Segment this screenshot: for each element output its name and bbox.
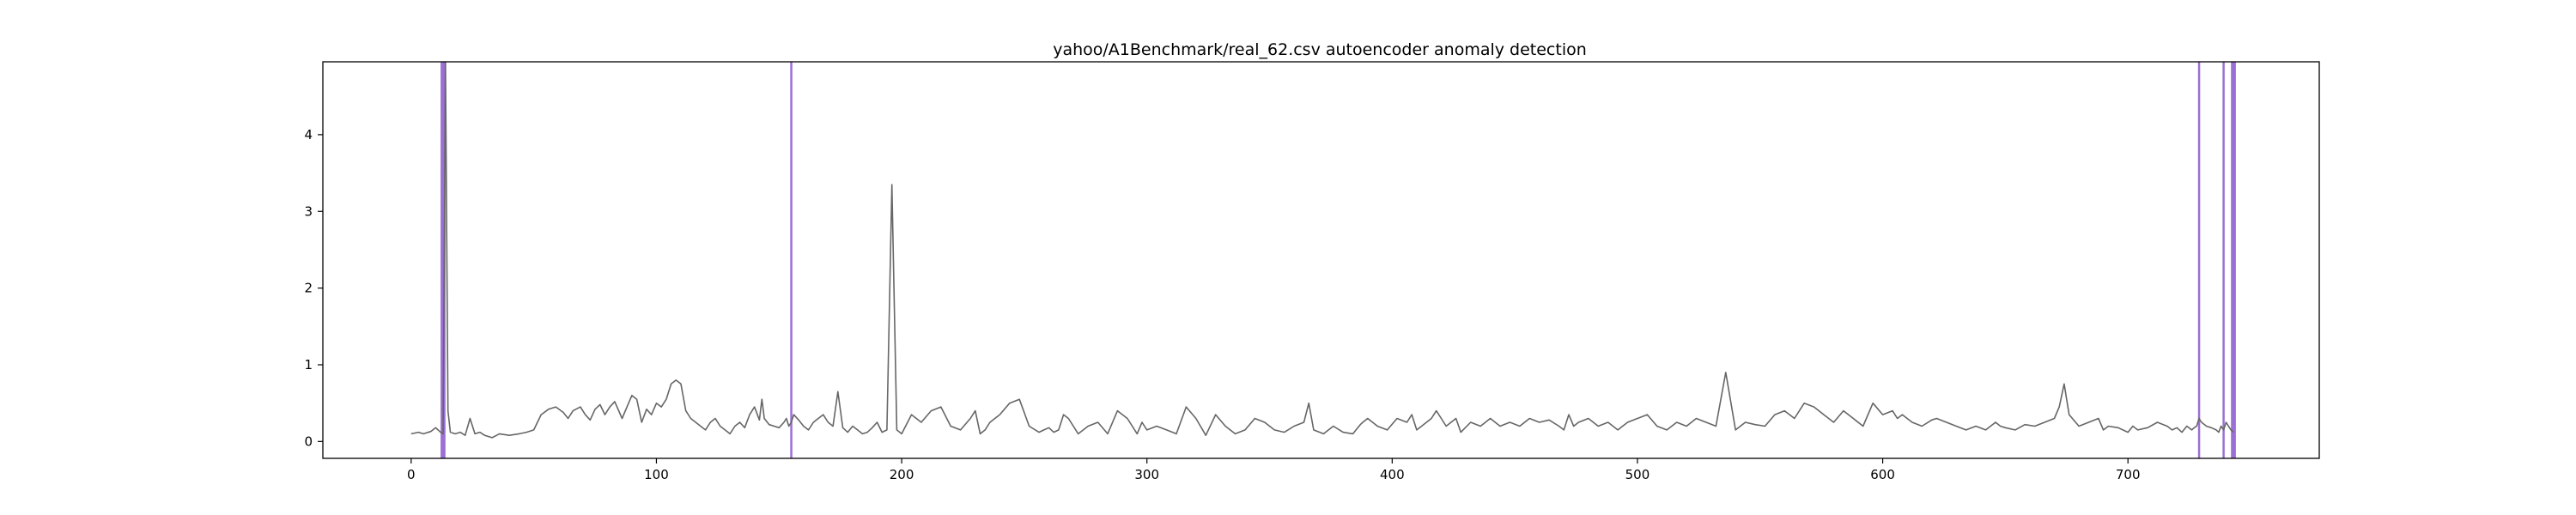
x-tick-label: 0 [407,467,416,482]
y-tick-label: 4 [304,127,313,142]
anomaly-band-2 [790,62,793,458]
x-tick-label: 300 [1134,467,1159,482]
y-axis: 0 1 2 3 4 [304,127,323,449]
x-tick-label: 200 [890,467,914,482]
series-layer [411,62,2233,438]
y-tick-label: 0 [304,433,313,449]
series-line-value [411,62,2233,438]
y-tick-label: 2 [304,281,313,296]
anomaly-band-4 [2222,62,2225,458]
x-tick-label: 400 [1380,467,1405,482]
x-tick-label: 600 [1870,467,1895,482]
x-tick-label: 100 [644,467,669,482]
y-tick-label: 3 [304,203,313,219]
axes-frame [323,62,2319,458]
anomaly-band-5 [2231,62,2236,458]
chart-title: yahoo/A1Benchmark/real_62.csv autoencode… [1053,40,1587,59]
anomaly-band-3 [2198,62,2201,458]
anomaly-highlights [440,62,2236,458]
x-tick-label: 500 [1625,467,1650,482]
y-tick-label: 1 [304,357,313,373]
x-axis: 0 100 200 300 400 500 600 700 [407,458,2140,482]
x-tick-label: 700 [2116,467,2141,482]
